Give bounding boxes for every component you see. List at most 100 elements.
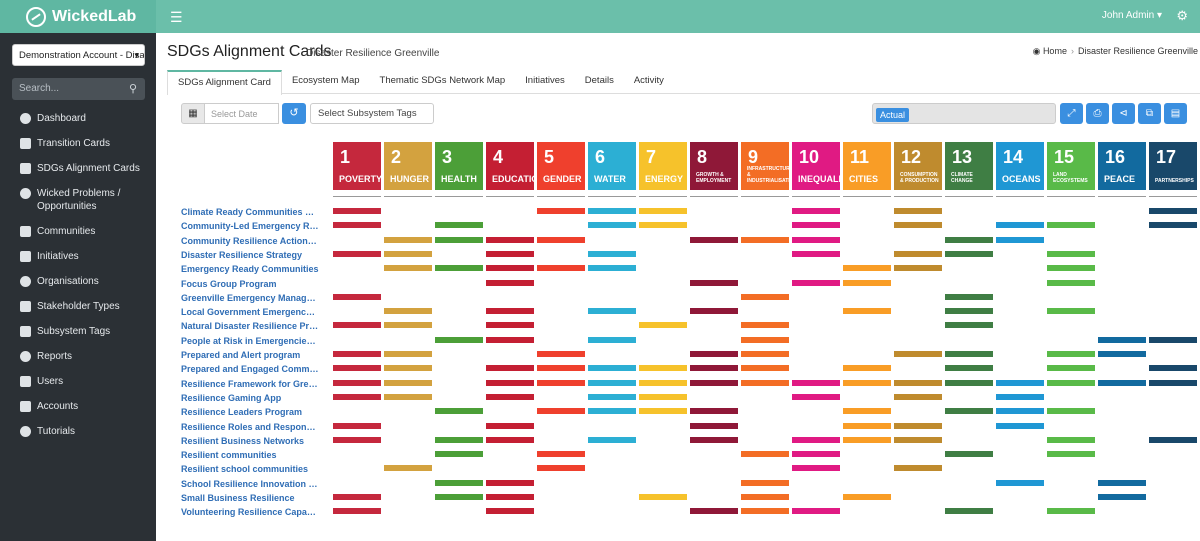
alignment-cell-sdg-4[interactable] [486,393,534,400]
alignment-cell-sdg-10[interactable] [792,436,840,443]
alignment-cell-sdg-4[interactable] [486,436,534,443]
alignment-cell-sdg-13[interactable] [945,308,993,315]
alignment-cell-sdg-6[interactable] [588,408,636,415]
brand[interactable]: WickedLab [0,0,156,33]
sdg-goal-10[interactable]: 10 INEQUALITY [792,142,853,190]
alignment-cell-sdg-15[interactable] [1047,279,1095,286]
alignment-cell-sdg-2[interactable] [384,465,432,472]
alignment-cell-sdg-1[interactable] [333,508,381,515]
initiative-link[interactable]: Prepared and Alert program [181,350,301,360]
alignment-cell-sdg-12[interactable] [894,351,942,357]
alignment-cell-sdg-16[interactable] [1098,336,1146,343]
alignment-cell-sdg-14[interactable] [996,422,1044,429]
sidebar-item-transition-cards[interactable]: Transition Cards [0,133,156,158]
alignment-cell-sdg-9[interactable] [741,379,789,386]
initiative-link[interactable]: Prepared and Engaged Communities [181,364,319,375]
alignment-cell-sdg-15[interactable] [1047,451,1095,458]
alignment-cell-sdg-11[interactable] [843,436,891,443]
alignment-cell-sdg-14[interactable] [996,222,1044,229]
alignment-cell-sdg-11[interactable] [843,379,891,386]
alignment-cell-sdg-2[interactable] [384,393,432,400]
alignment-cell-sdg-3[interactable] [435,494,483,500]
alignment-cell-sdg-12[interactable] [894,265,942,272]
sidebar-item-initiatives[interactable]: Initiatives [0,246,156,271]
alignment-cell-sdg-3[interactable] [435,236,483,243]
alignment-cell-sdg-14[interactable] [996,408,1044,415]
sdg-goal-7[interactable]: 7 ENERGY [639,142,687,190]
alignment-cell-sdg-15[interactable] [1047,436,1095,443]
alignment-cell-sdg-3[interactable] [435,336,483,343]
alignment-cell-sdg-14[interactable] [996,379,1044,386]
alignment-cell-sdg-7[interactable] [639,379,687,386]
sidebar-item-dashboard[interactable]: Dashboard [0,108,156,133]
export-button[interactable]: ▤ [1164,103,1187,124]
alignment-cell-sdg-15[interactable] [1047,351,1095,357]
alignment-cell-sdg-13[interactable] [945,293,993,300]
alignment-cell-sdg-2[interactable] [384,308,432,315]
alignment-cell-sdg-6[interactable] [588,436,636,443]
sdg-goal-5[interactable]: 5 GENDER [537,142,585,190]
alignment-cell-sdg-1[interactable] [333,436,381,443]
alignment-cell-sdg-1[interactable] [333,322,381,329]
alignment-cell-sdg-6[interactable] [588,265,636,272]
alignment-cell-sdg-6[interactable] [588,393,636,400]
alignment-cell-sdg-6[interactable] [588,250,636,257]
alignment-cell-sdg-4[interactable] [486,265,534,272]
alignment-cell-sdg-3[interactable] [435,222,483,229]
alignment-cell-sdg-10[interactable] [792,222,840,229]
alignment-cell-sdg-2[interactable] [384,351,432,357]
alignment-cell-sdg-1[interactable] [333,379,381,386]
alignment-cell-sdg-5[interactable] [537,451,585,458]
tab-activity[interactable]: Activity [633,75,664,86]
sdg-goal-15[interactable]: 15 LAND ECOSYSTEMS [1047,142,1095,190]
alignment-cell-sdg-13[interactable] [945,322,993,329]
alignment-cell-sdg-9[interactable] [741,451,789,458]
subsystem-tags-select[interactable]: Select Subsystem Tags [310,103,434,124]
alignment-cell-sdg-9[interactable] [741,293,789,300]
alignment-cell-sdg-12[interactable] [894,379,942,386]
sidebar-item-tutorials[interactable]: Tutorials [0,421,156,446]
initiative-link[interactable]: People at Risk in Emergencies Framework [181,335,319,346]
initiative-link[interactable]: Focus Group Program [181,278,277,289]
alignment-cell-sdg-15[interactable] [1047,379,1095,386]
initiative-link[interactable]: Community-Led Emergency Resilience [181,221,319,232]
alignment-cell-sdg-4[interactable] [486,379,534,386]
sidebar-item-communities[interactable]: Communities [0,221,156,246]
alignment-cell-sdg-4[interactable] [486,365,534,372]
alignment-cell-sdg-5[interactable] [537,351,585,357]
initiative-link[interactable]: Volunteering Resilience Capacity Buildin… [181,507,319,518]
alignment-cell-sdg-9[interactable] [741,322,789,329]
initiative-link[interactable]: School Resilience Innovation Challenge [181,478,319,489]
sdg-goal-4[interactable]: 4 EDUCATION [486,142,545,190]
alignment-cell-sdg-12[interactable] [894,208,942,214]
alignment-cell-sdg-7[interactable] [639,208,687,214]
sidebar-item-wicked-problems-opportunities[interactable]: Wicked Problems / Opportunities [0,183,156,221]
alignment-cell-sdg-7[interactable] [639,365,687,372]
alignment-cell-sdg-4[interactable] [486,308,534,315]
alignment-cell-sdg-17[interactable] [1149,222,1197,229]
sdg-goal-6[interactable]: 6 WATER [588,142,636,190]
alignment-cell-sdg-8[interactable] [690,308,738,315]
alignment-cell-sdg-2[interactable] [384,322,432,329]
alignment-cell-sdg-8[interactable] [690,436,738,443]
alignment-cell-sdg-8[interactable] [690,508,738,515]
alignment-cell-sdg-15[interactable] [1047,308,1095,315]
sdg-goal-16[interactable]: 16 PEACE [1098,142,1146,190]
alignment-cell-sdg-17[interactable] [1149,336,1197,343]
initiative-link[interactable]: Emergency Ready Communities [181,264,319,275]
alignment-cell-sdg-3[interactable] [435,408,483,415]
alignment-cell-sdg-2[interactable] [384,379,432,386]
sidebar-item-reports[interactable]: Reports [0,346,156,371]
initiative-link[interactable]: Resilience Framework for Greenville [181,378,319,389]
alignment-cell-sdg-4[interactable] [486,236,534,243]
tab-ecosystem-map[interactable]: Ecosystem Map [291,75,360,86]
alignment-cell-sdg-1[interactable] [333,208,381,214]
alignment-cell-sdg-10[interactable] [792,236,840,243]
alignment-cell-sdg-2[interactable] [384,265,432,272]
alignment-cell-sdg-1[interactable] [333,222,381,229]
alignment-cell-sdg-16[interactable] [1098,494,1146,500]
alignment-cell-sdg-7[interactable] [639,322,687,329]
alignment-cell-sdg-6[interactable] [588,379,636,386]
alignment-cell-sdg-3[interactable] [435,436,483,443]
alignment-cell-sdg-1[interactable] [333,494,381,500]
